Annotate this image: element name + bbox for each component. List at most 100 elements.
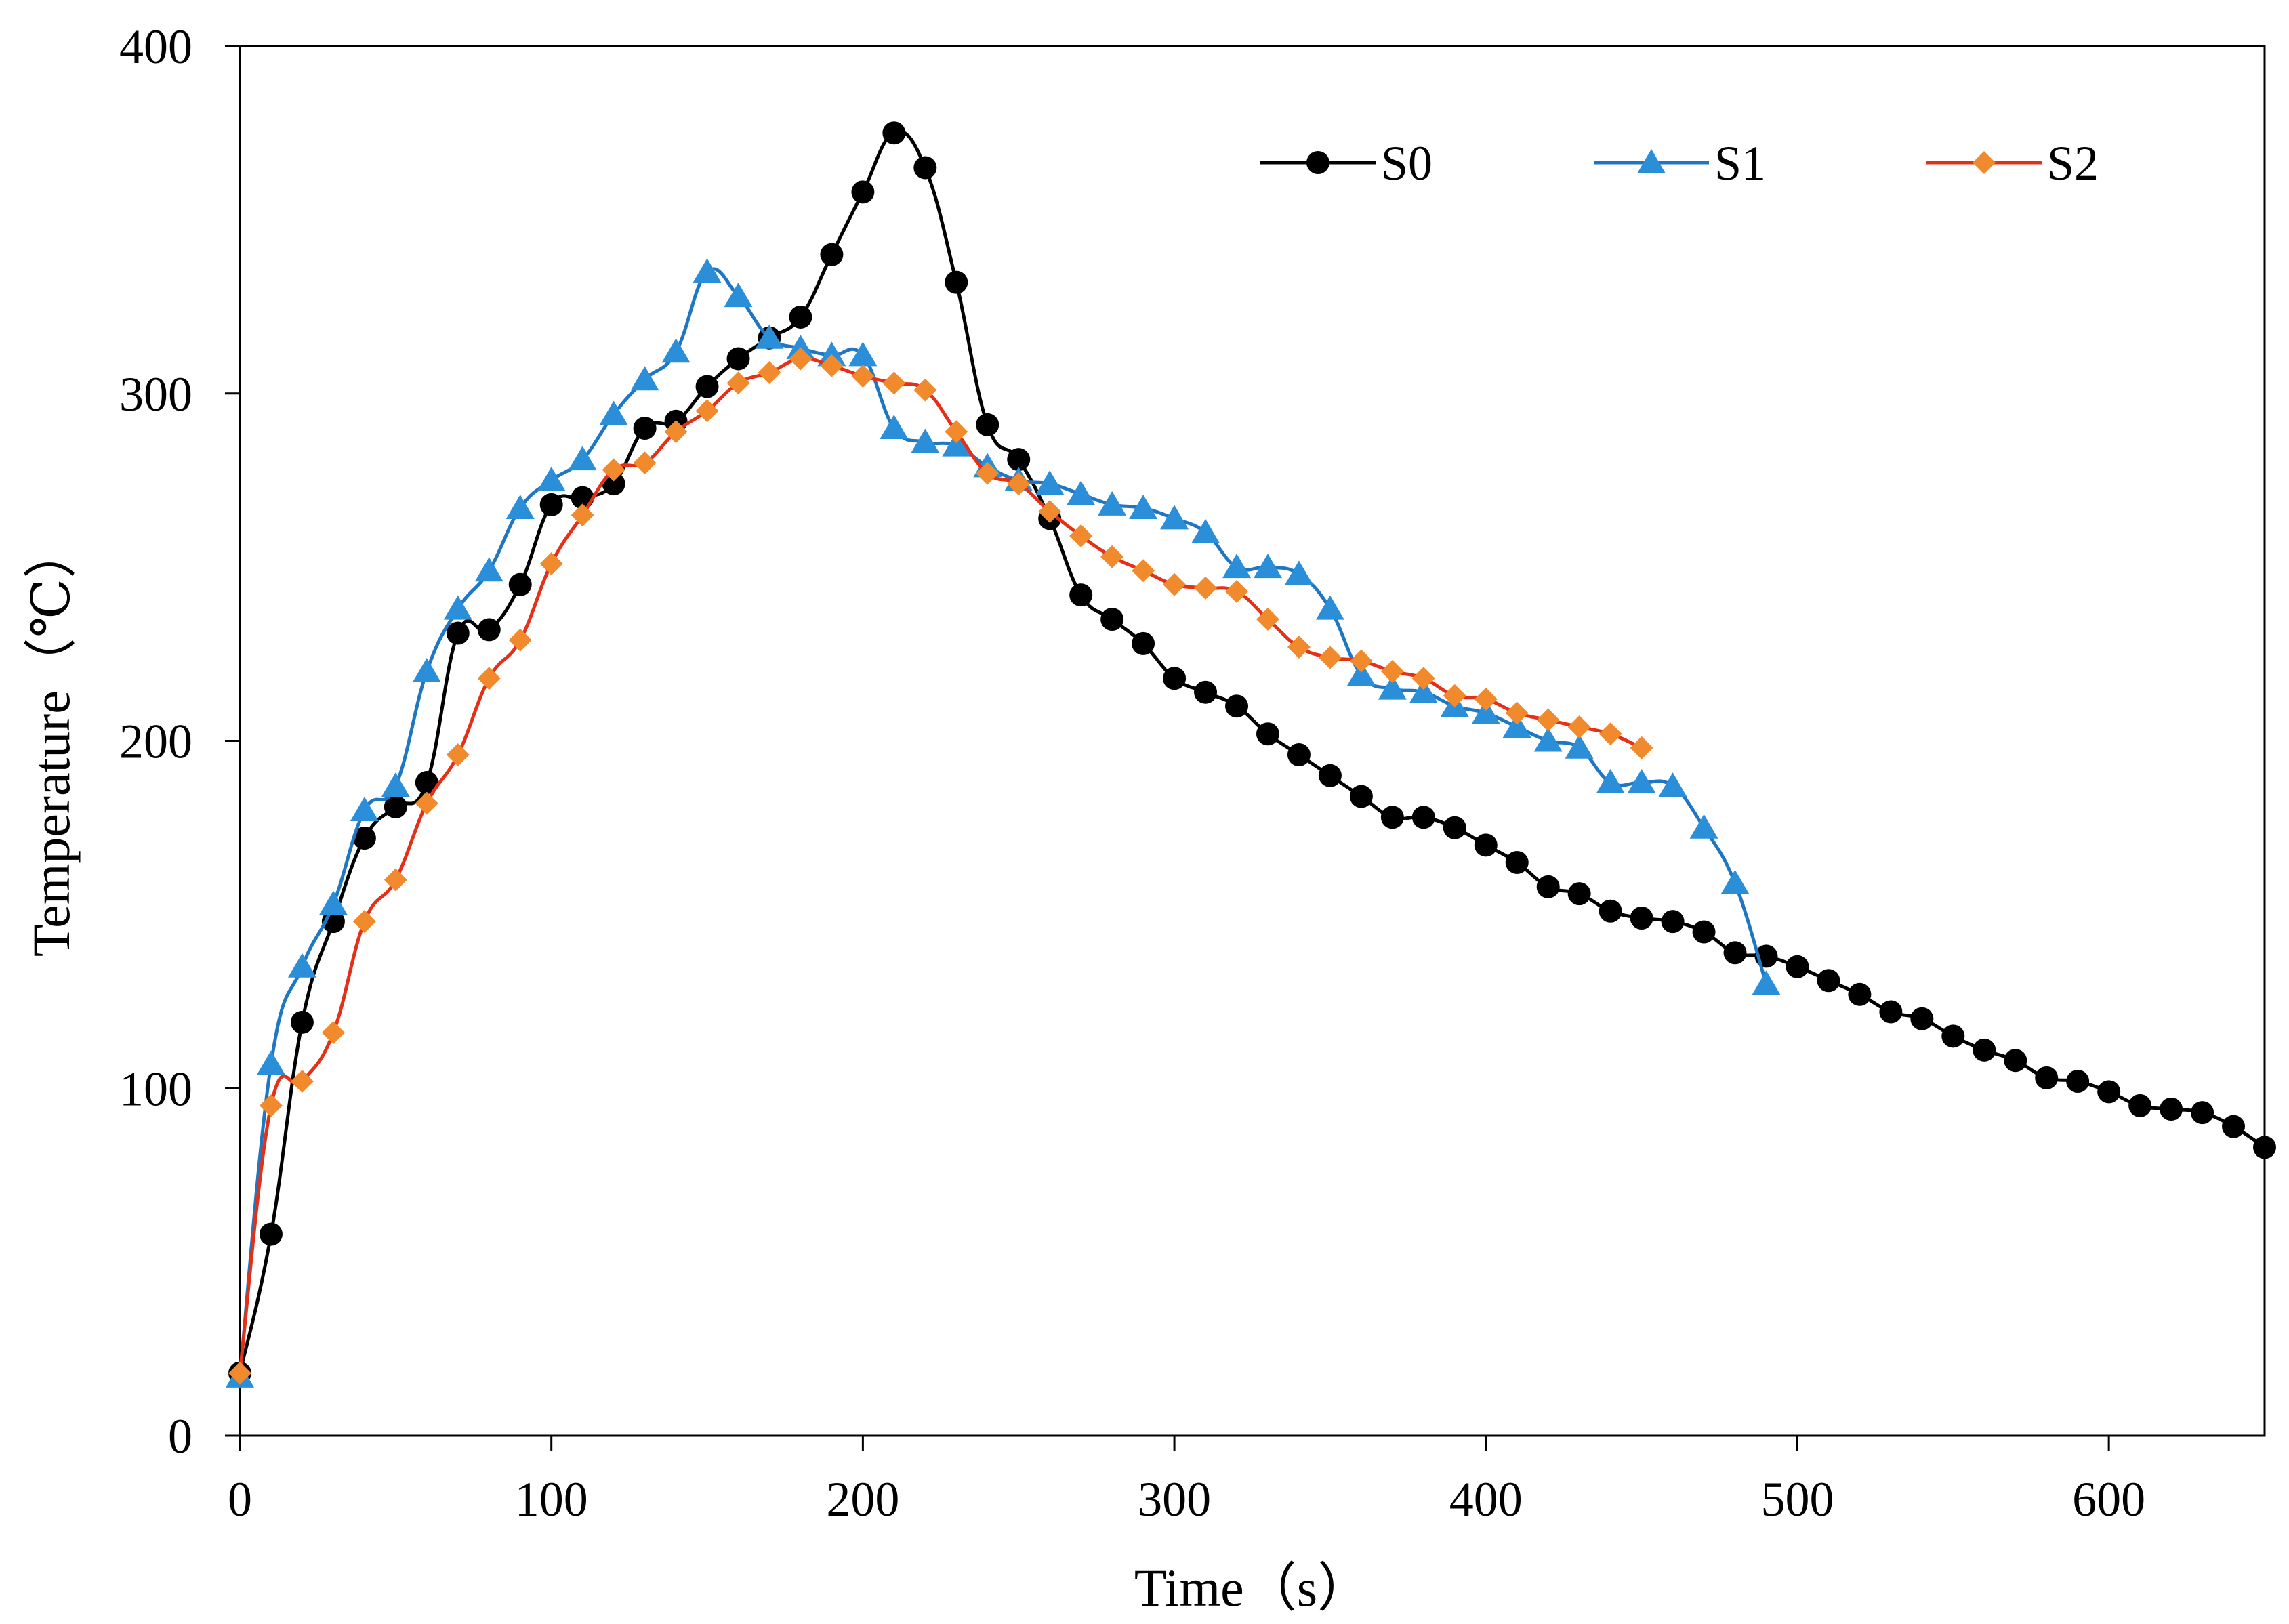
- data-point-s2: [1505, 701, 1529, 725]
- data-point-s1: [256, 1050, 285, 1075]
- x-tick-label: 300: [1138, 1472, 1211, 1526]
- x-tick-label: 0: [228, 1472, 252, 1526]
- data-point-s0: [820, 243, 844, 266]
- data-point-s2: [726, 371, 750, 395]
- data-point-s2: [1349, 649, 1373, 673]
- data-point-s0: [976, 413, 999, 436]
- data-point-s2: [1132, 559, 1155, 583]
- data-point-s2: [1443, 684, 1466, 707]
- y-tick-label: 300: [119, 367, 192, 421]
- data-point-s0: [1069, 583, 1093, 607]
- data-point-s0: [1661, 910, 1685, 934]
- data-point-s1: [942, 432, 971, 457]
- data-point-s0: [1474, 833, 1498, 857]
- data-point-s0: [1879, 1000, 1903, 1024]
- data-point-s0: [789, 305, 812, 329]
- data-point-s2: [1318, 646, 1342, 669]
- data-point-s1: [1689, 814, 1718, 839]
- data-point-s1: [1471, 699, 1500, 724]
- x-tick-label: 600: [2072, 1472, 2145, 1526]
- data-point-s2: [1287, 636, 1311, 659]
- data-point-s0: [1723, 941, 1747, 965]
- data-point-s0: [1817, 969, 1840, 993]
- data-point-s0: [913, 156, 937, 180]
- data-point-s2: [1038, 500, 1062, 524]
- data-point-s0: [1256, 722, 1279, 746]
- data-point-s0: [945, 270, 968, 294]
- data-point-s2: [976, 461, 999, 485]
- data-point-s2: [1567, 715, 1591, 738]
- data-point-s1: [1565, 734, 1594, 759]
- data-point-s1: [474, 557, 503, 582]
- data-point-s1: [1098, 491, 1127, 516]
- data-point-s0: [1411, 806, 1435, 829]
- y-tick-label: 0: [168, 1409, 192, 1463]
- data-point-s1: [1502, 713, 1531, 738]
- data-point-s0: [1630, 907, 1653, 930]
- data-point-s0: [2097, 1080, 2121, 1104]
- y-tick-label: 100: [119, 1062, 192, 1116]
- data-point-s1: [693, 258, 722, 283]
- data-point-s0: [1318, 764, 1342, 787]
- data-point-s0: [2035, 1066, 2059, 1089]
- data-point-s2: [882, 371, 906, 395]
- x-tick-label: 200: [826, 1472, 899, 1526]
- data-point-s2: [664, 420, 688, 444]
- data-point-s1: [1627, 769, 1656, 794]
- data-point-s0: [1941, 1024, 1965, 1048]
- data-point-s1: [1720, 869, 1750, 894]
- data-point-s0: [1910, 1007, 1934, 1030]
- data-point-s1: [911, 428, 940, 453]
- data-point-s2: [695, 399, 719, 423]
- series-line-s2: [238, 356, 1643, 1373]
- data-point-s1: [506, 494, 535, 519]
- data-point-s2: [539, 551, 563, 575]
- legend: S0 S1 S2: [1260, 136, 2099, 190]
- data-point-s0: [1287, 743, 1311, 767]
- data-point-s2: [415, 791, 438, 815]
- x-tick-label: 100: [515, 1472, 588, 1526]
- data-point-s0: [384, 795, 407, 818]
- y-axis-title: Temperature（℃）: [22, 526, 81, 957]
- data-point-s0: [1349, 785, 1373, 808]
- data-point-s2: [508, 628, 532, 652]
- data-point-s2: [1411, 667, 1435, 690]
- data-point-s1: [1409, 678, 1438, 703]
- legend-item-s0: S0: [1260, 136, 1432, 190]
- data-point-s2: [913, 378, 937, 402]
- y-tick-label: 400: [119, 20, 192, 74]
- data-point-s2: [290, 1069, 314, 1093]
- data-point-s1: [1378, 675, 1407, 700]
- data-point-s0: [1599, 899, 1622, 923]
- data-point-s0: [2004, 1049, 2027, 1073]
- data-point-s1: [599, 400, 628, 425]
- series-s1: [226, 258, 1781, 1388]
- legend-label: S0: [1381, 136, 1432, 190]
- data-point-s2: [384, 868, 407, 892]
- data-point-s0: [2222, 1115, 2246, 1138]
- data-point-s0: [352, 827, 376, 850]
- data-point-s2: [477, 667, 501, 690]
- data-point-s2: [820, 354, 844, 377]
- data-point-s1: [1346, 661, 1376, 686]
- data-point-s1: [412, 657, 441, 682]
- data-point-s0: [1786, 955, 1809, 978]
- data-point-s1: [350, 797, 379, 822]
- legend-label: S2: [2047, 136, 2099, 190]
- data-point-s0: [477, 618, 501, 642]
- data-point-s2: [352, 910, 376, 934]
- legend-marker: [1306, 151, 1329, 174]
- data-point-s1: [287, 953, 316, 978]
- data-point-s0: [2160, 1098, 2183, 1121]
- axis-layer: 0 100 200 300 400 500 600 0 100 200 300 400: [119, 20, 2145, 1526]
- data-point-s0: [539, 493, 563, 516]
- data-point-s0: [1225, 694, 1249, 718]
- data-point-s0: [290, 1010, 314, 1034]
- data-point-s1: [848, 341, 878, 367]
- data-point-s2: [1630, 736, 1653, 759]
- data-point-s1: [1596, 769, 1625, 794]
- data-point-s2: [851, 365, 875, 388]
- legend-item-s2: S2: [1926, 136, 2099, 190]
- series-s0: [228, 121, 2276, 1385]
